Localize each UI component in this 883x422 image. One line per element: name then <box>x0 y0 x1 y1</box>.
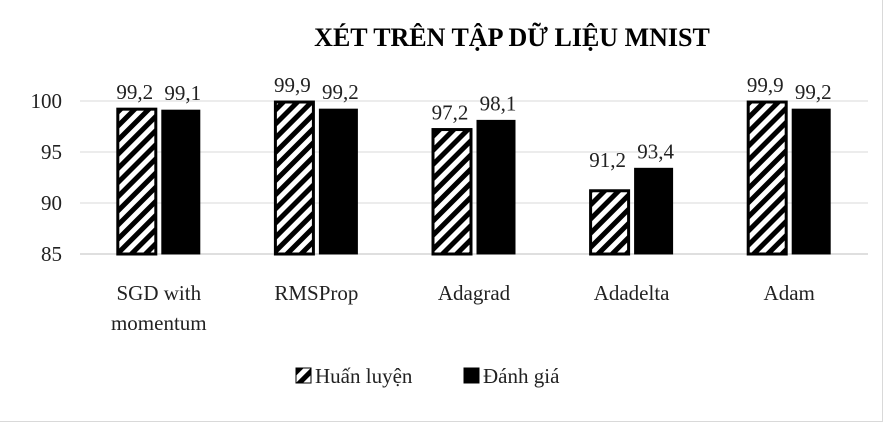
x-tick-label: Adadelta <box>594 281 670 305</box>
legend-swatch-danh-gia <box>463 367 480 384</box>
data-label: 97,2 <box>432 101 469 125</box>
y-tick-label: 85 <box>41 242 62 266</box>
y-tick-label: 95 <box>41 140 62 164</box>
data-label: 91,2 <box>589 148 626 172</box>
bar-huan-luyen <box>589 189 631 256</box>
legend-label: Huấn luyện <box>315 364 413 388</box>
bars <box>116 100 831 256</box>
data-label: 98,1 <box>480 91 517 115</box>
legend-label: Đánh giá <box>483 364 560 388</box>
x-tick-label: Adam <box>764 281 815 305</box>
legend: Huấn luyện Đánh giá <box>295 364 560 388</box>
x-tick-label: Adagrad <box>438 281 511 305</box>
x-axis: SGD with momentum RMSProp Adagrad Adadelta Ad… <box>111 281 815 335</box>
bar-danh-gia <box>318 108 358 255</box>
data-label: 93,4 <box>637 139 674 163</box>
bar-huan-luyen <box>746 100 788 256</box>
y-tick-label: 100 <box>31 89 63 113</box>
gridlines <box>80 100 868 255</box>
y-tick-label: 90 <box>41 191 62 215</box>
bar-danh-gia <box>476 119 516 255</box>
data-label: 99,9 <box>274 73 311 97</box>
chart-title: XÉT TRÊN TẬP DỮ LIỆU MNIST <box>314 23 710 52</box>
x-tick-label: SGD with <box>116 281 201 305</box>
bar-huan-luyen <box>116 107 158 256</box>
x-tick-label: momentum <box>111 311 207 335</box>
bar-huan-luyen <box>431 128 473 256</box>
bar-danh-gia <box>791 108 831 255</box>
data-labels: 99,2 99,1 99,9 99,2 97,2 98,1 91,2 93,4 99,9 99,2 <box>116 73 831 172</box>
y-axis: 85 90 95 100 <box>31 89 63 266</box>
bar-danh-gia <box>634 167 674 255</box>
data-label: 99,2 <box>116 80 153 104</box>
legend-swatch-huan-luyen <box>295 367 312 384</box>
bar-danh-gia <box>161 109 201 255</box>
data-label: 99,9 <box>747 73 784 97</box>
data-label: 99,2 <box>795 80 832 104</box>
data-label: 99,1 <box>164 81 201 105</box>
x-tick-label: RMSProp <box>274 281 358 305</box>
data-label: 99,2 <box>322 80 359 104</box>
bar-huan-luyen <box>273 100 315 256</box>
